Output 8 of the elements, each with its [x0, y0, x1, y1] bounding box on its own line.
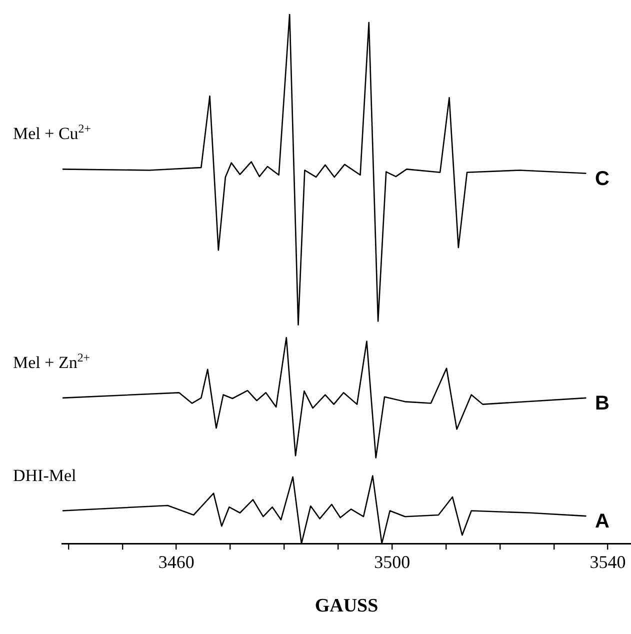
- x-tick-label: 3540: [590, 552, 626, 572]
- x-tick-label: 3500: [374, 552, 410, 572]
- x-axis-title: GAUSS: [314, 596, 378, 617]
- annotation: A: [595, 510, 610, 533]
- series-label: DHI-Mel: [13, 466, 77, 485]
- annotation: B: [595, 392, 610, 414]
- annotation: C: [595, 168, 610, 190]
- x-tick-label: 3460: [158, 552, 194, 572]
